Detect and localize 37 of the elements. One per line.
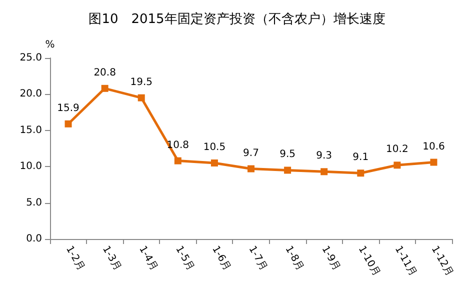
data-label: 15.9 [57,102,80,114]
data-label: 9.1 [352,152,369,164]
data-label: 20.8 [94,67,116,78]
y-tick-label: 10.0 [20,161,42,172]
point [430,158,438,166]
data-label: 10.6 [422,141,445,152]
data-label: 9.7 [243,148,259,159]
point [394,162,401,169]
data-label: 10.2 [386,144,408,156]
y-tick-label: 15.0 [20,124,42,136]
point [284,166,292,174]
x-tick-label: 1-8月 [282,244,306,273]
point [174,157,182,164]
y-tick-label: 20.0 [20,88,42,100]
x-tick-label: 1-3月 [100,244,123,273]
x-tick-label: 1-5月 [173,244,196,273]
data-label: 19.5 [130,76,152,88]
point [101,84,108,92]
chart-title: 图10 2015年固定资产投资（不含农户）增长速度 [88,11,386,27]
point [248,165,254,172]
point [357,170,364,177]
x-tick-label: 1-4月 [136,244,160,273]
y-tick-label: 0.0 [26,234,42,244]
x-tick-label: 1-7月 [246,244,269,273]
y-axis-title: % [45,40,55,50]
point [64,120,72,128]
x-tick-label: 1-2月 [64,244,86,273]
data-label: 9.3 [316,150,332,162]
point [138,94,145,102]
point [210,159,218,166]
data-label: 9.5 [280,149,296,160]
data-label: 10.5 [203,142,226,153]
point [320,168,328,176]
y-tick-label: 25.0 [20,52,42,64]
x-tick-label: 1-6月 [210,244,232,273]
y-tick-label: 5.0 [26,197,42,208]
x-tick-label: 1-9月 [319,244,342,273]
